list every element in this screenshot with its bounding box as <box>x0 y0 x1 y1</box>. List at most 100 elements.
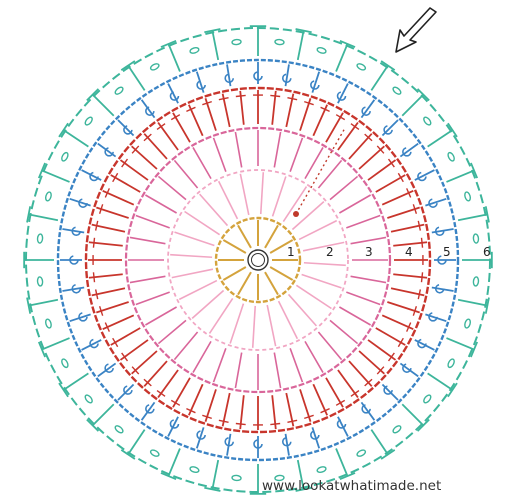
round-5-loop <box>310 430 320 440</box>
round-4-stitch-top <box>121 158 129 168</box>
round-4-stitch-top <box>387 352 395 362</box>
round-3-stitch <box>129 275 166 284</box>
round-3-stitch <box>304 147 324 179</box>
round-6-stitch <box>167 43 181 72</box>
round-4-stitch-top <box>94 220 99 231</box>
round-6-chain-loop <box>61 151 69 162</box>
round-5-loop <box>89 338 99 349</box>
round-6-chain-loop <box>423 394 432 404</box>
round-4-stitch-top <box>412 306 418 316</box>
round-5-loop <box>361 106 371 116</box>
round-6-chain-loop <box>447 358 455 369</box>
round-6-stitch-top <box>204 28 221 34</box>
round-3-stitch <box>350 236 387 245</box>
round-4-stitch-top <box>170 114 181 121</box>
round-2-stitch <box>282 186 308 223</box>
round-6-stitch-top <box>295 28 312 34</box>
round-4-stitch-top <box>143 378 152 387</box>
round-4-stitch-top <box>218 419 229 424</box>
round-5-loop <box>437 255 447 265</box>
round-5-loop <box>428 198 438 208</box>
round-4-stitch-top <box>156 123 166 131</box>
round-2-stitch <box>208 297 234 334</box>
round-3-stitch <box>212 348 227 383</box>
round-6-stitch <box>335 43 349 72</box>
round-2-stitch <box>302 241 345 252</box>
round-5-loop <box>383 125 393 135</box>
round-2-stitch <box>303 261 346 267</box>
round-label-2: 2 <box>326 245 334 259</box>
round-3-stitch <box>135 291 170 306</box>
round-5-loop <box>336 419 347 429</box>
round-3-stitch <box>157 319 187 345</box>
round-4-stitch-top <box>287 419 298 424</box>
round-2-stitch <box>266 304 277 347</box>
round-3-stitch <box>317 331 343 361</box>
round-5-loop <box>104 363 114 373</box>
round-label-6: 6 <box>483 245 491 259</box>
round-3-stitch <box>145 194 177 214</box>
round-6-stitch <box>127 64 146 91</box>
round-label-1: 1 <box>287 245 295 259</box>
round-4-stitch-top <box>156 389 166 397</box>
round-5-loop <box>169 419 180 429</box>
round-6-chain-loop <box>189 47 200 54</box>
round-4-stitch-top <box>376 366 385 375</box>
round-5-loop <box>224 73 235 84</box>
round-5-loop <box>428 312 438 322</box>
round-3-stitch <box>346 214 381 229</box>
round-6-chain-loop <box>392 86 402 95</box>
round-4-stitch-top <box>94 289 99 300</box>
round-1-stitch <box>264 271 279 296</box>
round-5-stitch <box>195 427 205 449</box>
round-6-chain-loop <box>274 474 285 482</box>
round-5-loop <box>361 404 371 414</box>
round-6-stitch-top <box>339 472 356 481</box>
round-4-stitch-top <box>170 399 181 406</box>
round-6-chain-loop <box>36 233 44 244</box>
round-6-stitch <box>370 64 389 91</box>
round-6-stitch-top <box>484 206 490 223</box>
round-3-stitch <box>273 352 282 389</box>
round-5-loop <box>71 283 82 294</box>
round-3-stitch <box>173 331 199 361</box>
round-5-loop <box>71 226 82 237</box>
round-4-stitch-top <box>104 322 110 332</box>
round-5-loop <box>89 171 99 182</box>
round-5-loop <box>78 198 88 208</box>
round-4-stitch-top <box>202 414 212 420</box>
round-5-loop <box>434 283 445 294</box>
round-6-stitch <box>41 169 70 183</box>
round-6-stitch <box>335 448 349 477</box>
round-5-loop <box>402 147 412 157</box>
round-6-stitch <box>446 337 475 351</box>
round-4-stitch-top <box>202 100 212 106</box>
round-4-stitch-top <box>420 237 424 248</box>
round-4-stitch-top <box>406 322 412 332</box>
round-4-stitch-top <box>420 272 424 283</box>
round-4-stitch-top <box>335 399 346 406</box>
round-1-chain <box>214 216 302 304</box>
round-2-stitch <box>295 284 332 310</box>
round-6-chain-loop <box>231 474 242 482</box>
join-dotted-line <box>295 127 346 215</box>
round-4-stitch-top <box>112 337 119 348</box>
round-4-stitch-top <box>350 389 360 397</box>
round-6-stitch <box>401 93 425 117</box>
round-3-chain <box>124 126 392 394</box>
round-6-chain-loop <box>231 38 242 46</box>
round-4-stitch-top <box>304 100 314 106</box>
round-2-stitch <box>287 293 317 327</box>
round-2-stitch <box>170 253 213 259</box>
round-6-stitch <box>401 403 425 427</box>
round-4-stitch-top <box>304 414 314 420</box>
round-5-loop <box>281 73 292 84</box>
round-3-stitch <box>173 159 199 189</box>
round-6-stitch <box>91 403 115 427</box>
round-6-chain-loop <box>84 394 93 404</box>
join-start-dot <box>293 211 299 217</box>
round-6-chain-loop <box>392 425 402 434</box>
round-6-stitch <box>91 93 115 117</box>
round-4-stitch-top <box>121 352 129 362</box>
round-6-stitch-top <box>295 486 312 492</box>
